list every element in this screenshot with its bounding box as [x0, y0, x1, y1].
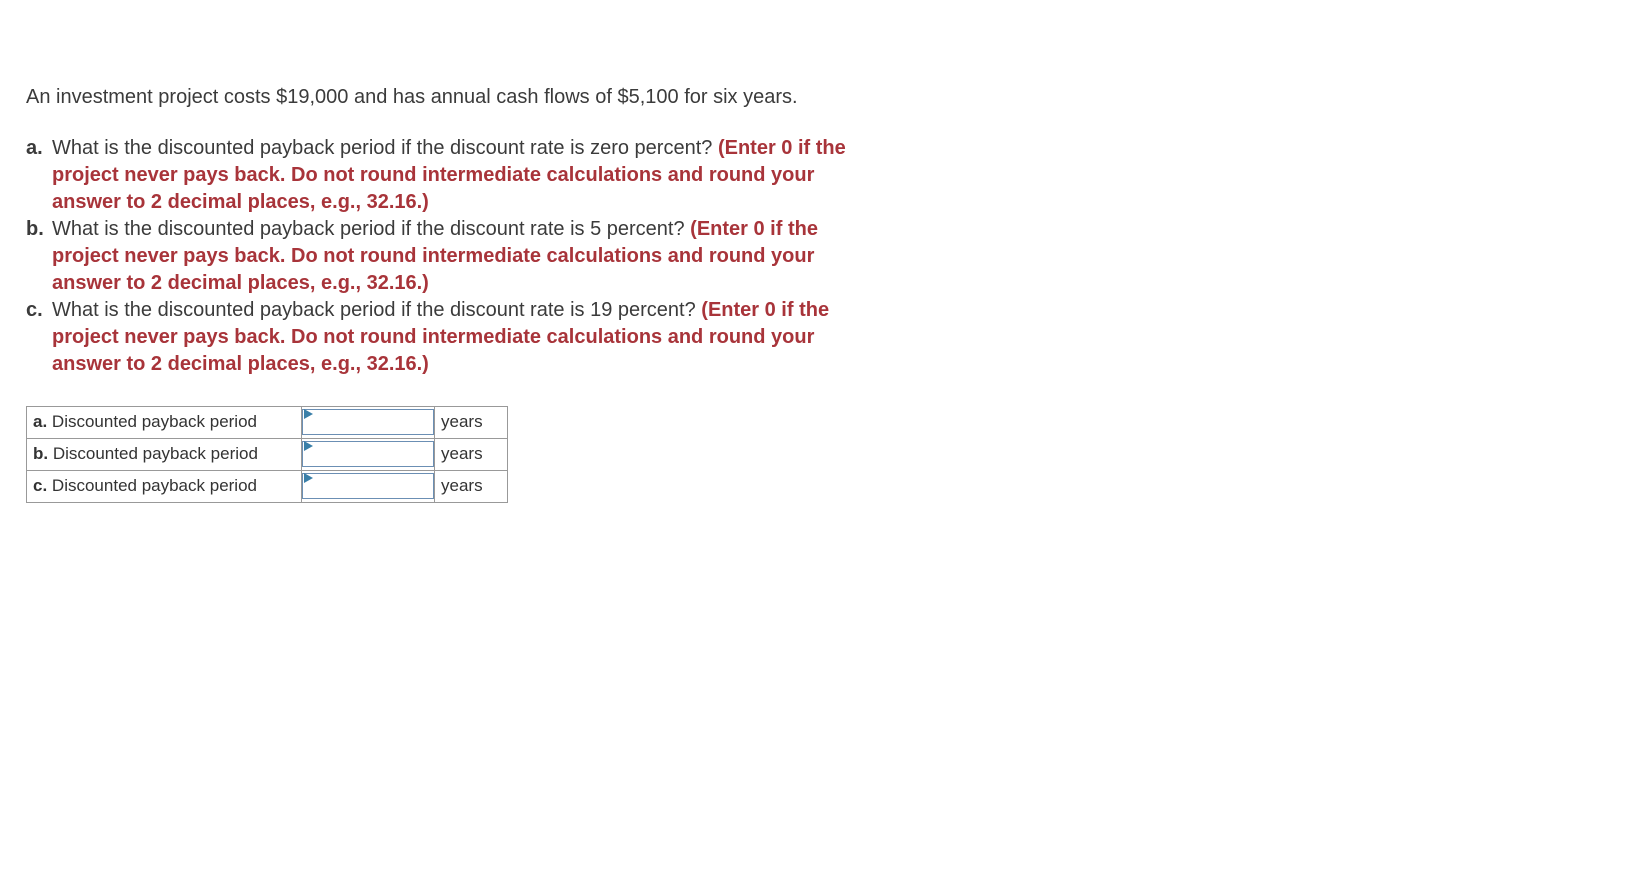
table-row: a. Discounted payback period years	[27, 407, 508, 439]
row-c-unit: years	[435, 470, 508, 502]
answer-table: a. Discounted payback period years b. Di…	[26, 406, 508, 503]
row-a-label-cell: a. Discounted payback period	[27, 407, 302, 439]
row-b-label-cell: b. Discounted payback period	[27, 438, 302, 470]
question-a: a. What is the discounted payback period…	[26, 135, 866, 216]
intro-text: An investment project costs $19,000 and …	[26, 84, 866, 111]
row-b-input[interactable]	[302, 441, 434, 467]
question-b-text: What is the discounted payback period if…	[52, 218, 690, 240]
question-c-text: What is the discounted payback period if…	[52, 299, 701, 321]
row-a-letter: a.	[33, 412, 47, 431]
question-c-letter: c.	[26, 297, 43, 324]
question-a-text: What is the discounted payback period if…	[52, 137, 718, 159]
row-b-letter: b.	[33, 444, 48, 463]
row-a-input[interactable]	[302, 409, 434, 435]
table-row: c. Discounted payback period years	[27, 470, 508, 502]
question-a-letter: a.	[26, 135, 43, 162]
row-b-input-cell	[302, 438, 435, 470]
row-c-label: Discounted payback period	[52, 476, 257, 495]
row-a-unit: years	[435, 407, 508, 439]
row-c-input[interactable]	[302, 473, 434, 499]
question-b-letter: b.	[26, 216, 44, 243]
row-a-input-cell	[302, 407, 435, 439]
row-c-label-cell: c. Discounted payback period	[27, 470, 302, 502]
question-list: a. What is the discounted payback period…	[26, 135, 866, 378]
row-b-unit: years	[435, 438, 508, 470]
row-b-label: Discounted payback period	[53, 444, 258, 463]
question-b: b. What is the discounted payback period…	[26, 216, 866, 297]
question-c: c. What is the discounted payback period…	[26, 297, 866, 378]
row-c-letter: c.	[33, 476, 47, 495]
row-a-label: Discounted payback period	[52, 412, 257, 431]
question-page: An investment project costs $19,000 and …	[0, 0, 892, 529]
table-row: b. Discounted payback period years	[27, 438, 508, 470]
row-c-input-cell	[302, 470, 435, 502]
